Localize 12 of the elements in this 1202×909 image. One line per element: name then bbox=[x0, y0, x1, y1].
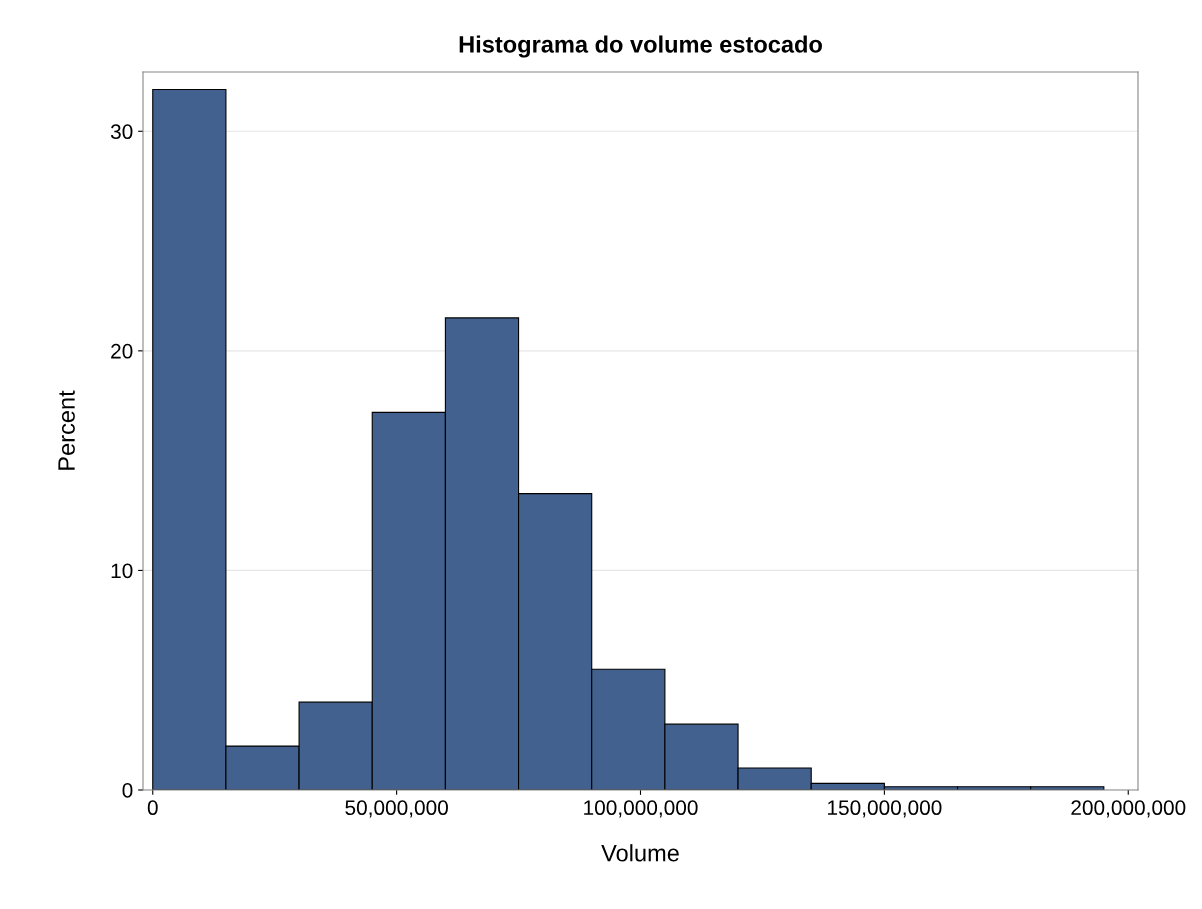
x-axis-title: Volume bbox=[601, 844, 679, 862]
y-tick-label: 10 bbox=[111, 563, 133, 579]
x-tick-label: 100,000,000 bbox=[584, 800, 698, 818]
chart-title: Histograma do volume estocado bbox=[459, 35, 822, 58]
y-tick-label: 30 bbox=[110, 124, 133, 140]
x-tick-label: 50,000,000 bbox=[345, 800, 448, 818]
x-tick-label: 0 bbox=[147, 800, 158, 816]
y-axis-title: Percent bbox=[58, 390, 75, 470]
x-tick-label: 150,000,000 bbox=[828, 800, 942, 818]
y-tick-label: 20 bbox=[111, 343, 133, 359]
x-tick-label: 200,000,000 bbox=[1071, 800, 1186, 818]
y-tick-label: 0 bbox=[122, 783, 133, 798]
